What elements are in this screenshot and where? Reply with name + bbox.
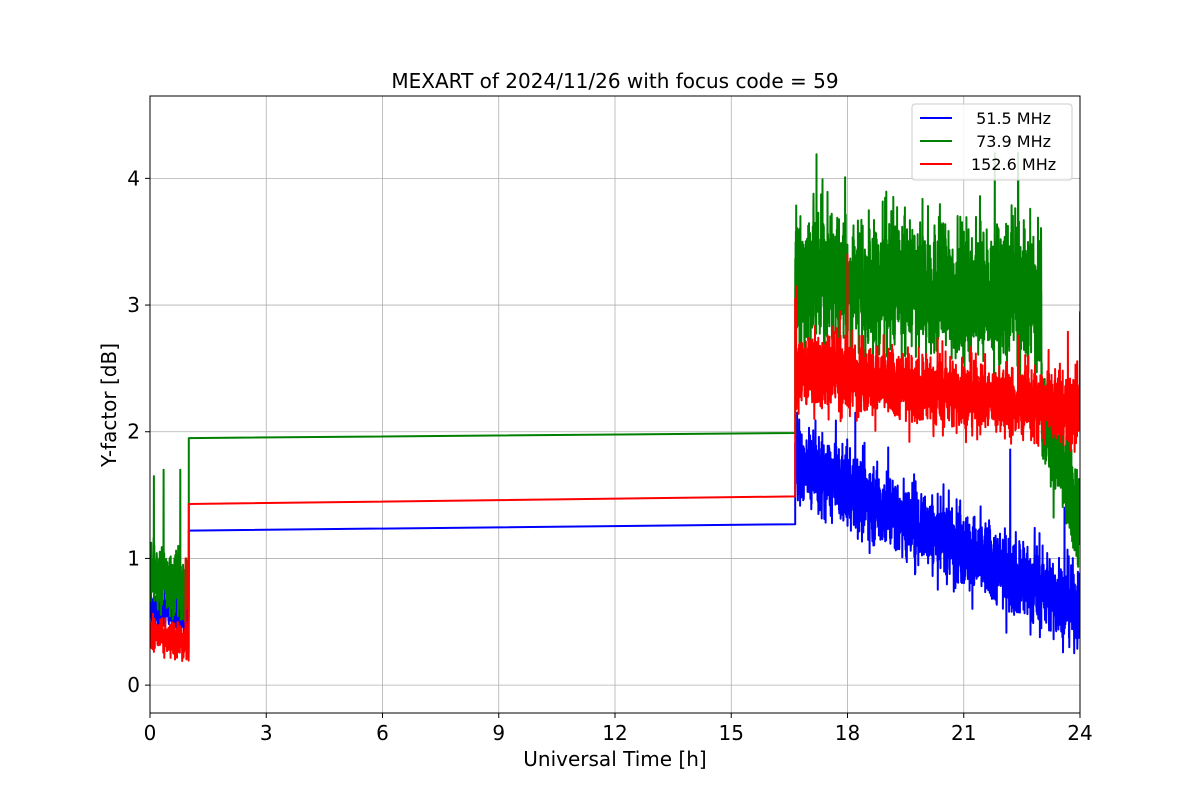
legend-label: 152.6 MHz bbox=[971, 155, 1056, 174]
series-line-3 bbox=[150, 253, 1080, 662]
x-tick-label: 9 bbox=[492, 721, 505, 745]
x-tick-label: 15 bbox=[719, 721, 744, 745]
series-line-2 bbox=[150, 152, 1080, 622]
legend-label: 51.5 MHz bbox=[971, 109, 1051, 128]
legend-label: 73.9 MHz bbox=[971, 132, 1051, 151]
series-lines bbox=[150, 152, 1080, 662]
y-axis-ticks: 0 1 2 3 4 bbox=[127, 166, 150, 697]
legend-box bbox=[911, 103, 1073, 181]
y-axis-label: Y-factor [dB] bbox=[97, 343, 121, 468]
x-tick-label: 18 bbox=[835, 721, 860, 745]
y-tick-label: 2 bbox=[127, 420, 140, 444]
y-tick-label: 3 bbox=[127, 293, 140, 317]
y-tick-label: 1 bbox=[127, 546, 140, 570]
series-line-1 bbox=[150, 411, 1080, 655]
x-tick-label: 21 bbox=[951, 721, 976, 745]
x-axis-ticks: 0 3 6 9 12 15 18 21 24 bbox=[144, 713, 1093, 745]
chart-title: MEXART of 2024/11/26 with focus code = 5… bbox=[391, 69, 838, 93]
x-tick-label: 3 bbox=[260, 721, 273, 745]
y-tick-label: 0 bbox=[127, 673, 140, 697]
x-tick-label: 12 bbox=[602, 721, 627, 745]
legend: 51.5 MHz 73.9 MHz 152.6 MHz bbox=[911, 103, 1073, 181]
x-axis-label: Universal Time [h] bbox=[523, 747, 706, 771]
x-tick-label: 6 bbox=[376, 721, 389, 745]
y-tick-label: 4 bbox=[127, 166, 140, 190]
x-tick-label: 0 bbox=[144, 721, 157, 745]
x-tick-label: 24 bbox=[1067, 721, 1092, 745]
